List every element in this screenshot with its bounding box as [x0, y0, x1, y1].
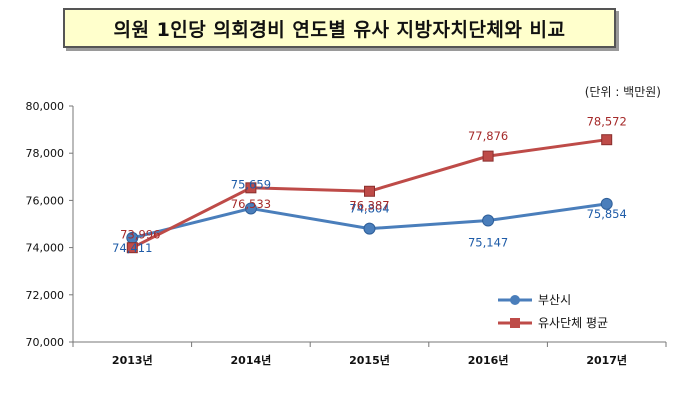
data-labels: 74,411 75,659 74,804 75,147 75,854 73,996 76,5…	[112, 115, 627, 255]
y-tick-label: 76,000	[26, 194, 65, 207]
legend-marker	[510, 295, 520, 305]
y-tick-label: 72,000	[26, 289, 65, 302]
y-tick-label: 80,000	[26, 100, 65, 113]
y-ticks: 70,000 72,000 74,000 76,000 78,000 80,000	[26, 100, 73, 349]
data-label-series-2: 76,387	[349, 198, 389, 212]
legend-label: 유사단체 평균	[538, 316, 608, 330]
x-ticks: 2013년 2014년 2015년 2016년 2017년	[72, 342, 667, 367]
data-label-series-2: 78,572	[587, 115, 627, 129]
data-label-series-1: 75,659	[231, 177, 271, 191]
x-tick-label: 2017년	[586, 353, 627, 367]
series-1-point	[244, 202, 257, 215]
series-2-point	[126, 242, 138, 254]
data-label-series-2: 76,533	[231, 197, 271, 211]
series-2-point	[601, 134, 613, 146]
x-tick-label: 2016년	[468, 353, 509, 367]
unit-label: (단위 : 백만원)	[584, 85, 661, 99]
y-tick-label: 74,000	[26, 242, 65, 255]
legend-label: 부산시	[538, 293, 571, 307]
series-2-point	[364, 185, 375, 197]
series-1-point	[482, 214, 495, 227]
x-tick-label: 2013년	[112, 353, 153, 367]
y-tick-label: 70,000	[26, 336, 65, 349]
series-2-point	[245, 182, 257, 194]
data-label-series-1: 75,854	[587, 207, 627, 221]
y-tick-label: 78,000	[26, 147, 65, 160]
legend-marker	[510, 318, 520, 328]
x-tick-label: 2015년	[349, 353, 390, 367]
x-tick-label: 2014년	[231, 353, 272, 367]
series-layer	[126, 134, 613, 254]
series-1-point	[600, 197, 613, 210]
data-label-series-1: 75,147	[468, 236, 508, 250]
data-label-series-2: 77,876	[468, 129, 508, 143]
data-label-series-2: 73,996	[120, 228, 160, 242]
data-label-series-1: 74,804	[349, 202, 389, 216]
data-label-series-1: 74,411	[112, 241, 152, 255]
series-2-point	[482, 150, 494, 162]
series-1-point	[363, 222, 376, 235]
chart-title: 의원 1인당 의회경비 연도별 유사 지방자치단체와 비교	[63, 8, 616, 48]
